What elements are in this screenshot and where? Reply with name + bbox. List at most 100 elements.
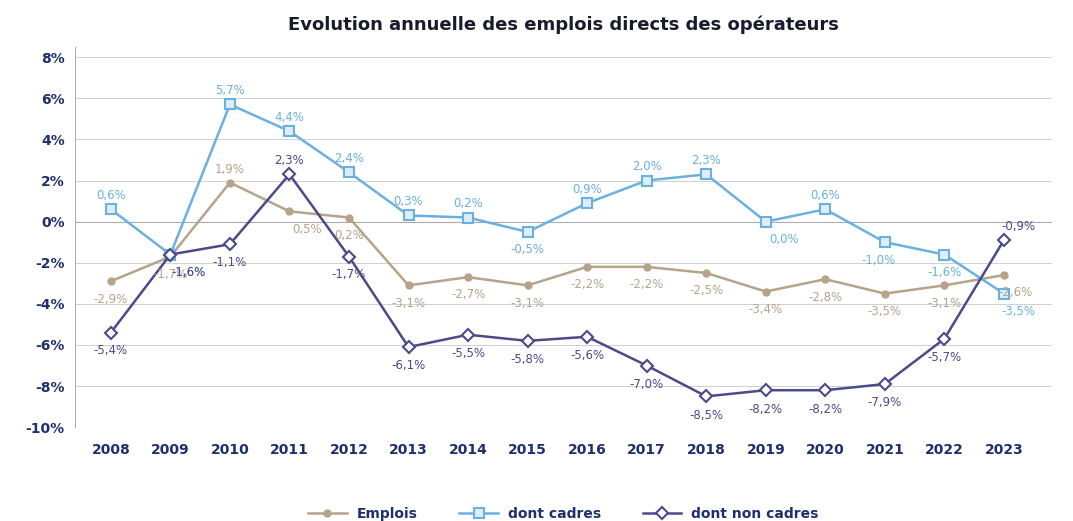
dont non cadres [521,338,534,344]
Text: -0,9%: -0,9% [1002,220,1035,233]
Emplois [700,270,712,276]
Text: -2,2%: -2,2% [630,278,664,291]
Text: -1,6%: -1,6% [171,266,205,279]
Text: 0,2%: 0,2% [334,229,364,242]
Text: -5,7%: -5,7% [927,351,961,364]
Emplois [521,282,534,289]
Line: Emplois: Emplois [107,179,1008,297]
dont non cadres [700,393,712,400]
Text: 2,0%: 2,0% [632,160,662,173]
dont non cadres [342,253,355,259]
Emplois [938,282,951,289]
Text: -2,9%: -2,9% [93,293,128,305]
Emplois [580,264,593,270]
Text: -2,7%: -2,7% [451,289,485,302]
Text: -3,5%: -3,5% [868,305,901,318]
Text: 1,9%: 1,9% [215,164,245,177]
dont cadres [283,128,296,134]
dont cadres [342,169,355,176]
Emplois [879,291,892,297]
Text: -1,0%: -1,0% [862,254,896,267]
Text: -2,6%: -2,6% [999,287,1033,300]
Text: -7,9%: -7,9% [868,396,902,410]
Text: 4,4%: 4,4% [275,111,305,124]
Text: -3,1%: -3,1% [392,296,426,309]
Text: -1,7%: -1,7% [153,268,188,281]
dont non cadres [104,329,117,336]
Emplois [223,179,236,185]
dont non cadres [223,241,236,247]
dont cadres [760,218,773,225]
Text: -0,5%: -0,5% [511,243,545,256]
Emplois [461,274,474,280]
dont non cadres [283,171,296,178]
dont non cadres [938,336,951,342]
dont cadres [700,171,712,178]
dont non cadres [760,387,773,393]
Text: -6,1%: -6,1% [392,359,426,373]
dont non cadres [998,237,1011,243]
Emplois [164,253,177,259]
Text: -8,2%: -8,2% [749,403,783,416]
Text: -8,5%: -8,5% [689,408,723,421]
Text: 0,6%: 0,6% [810,189,840,202]
Text: -2,5%: -2,5% [689,284,723,297]
Text: -3,1%: -3,1% [927,296,961,309]
Legend: Emplois, dont cadres, dont non cadres: Emplois, dont cadres, dont non cadres [303,502,824,521]
Text: -5,5%: -5,5% [451,347,485,360]
Text: -2,8%: -2,8% [808,291,842,304]
Text: -7,0%: -7,0% [630,378,664,391]
dont non cadres [461,331,474,338]
Text: -5,6%: -5,6% [570,349,604,362]
dont non cadres [580,333,593,340]
Emplois [998,272,1011,278]
Text: -1,6%: -1,6% [927,266,961,279]
Text: 0,5%: 0,5% [293,222,322,235]
Emplois [283,208,296,215]
dont non cadres [164,252,177,258]
Emplois [104,278,117,284]
Text: 0,0%: 0,0% [769,233,798,246]
Text: -1,7%: -1,7% [332,268,366,281]
dont cadres [104,206,117,213]
Text: -2,2%: -2,2% [570,278,604,291]
dont cadres [879,239,892,245]
Text: -3,4%: -3,4% [749,303,783,316]
dont cadres [461,215,474,221]
Text: -1,1%: -1,1% [212,256,247,268]
Text: -3,1%: -3,1% [511,296,545,309]
Text: -8,2%: -8,2% [808,403,842,416]
Line: dont non cadres: dont non cadres [106,170,1008,401]
Text: -5,4%: -5,4% [93,344,128,357]
dont non cadres [402,344,415,350]
Emplois [819,276,832,282]
Emplois [641,264,653,270]
dont cadres [223,101,236,107]
Text: -3,5%: -3,5% [1002,305,1035,318]
dont non cadres [879,381,892,387]
dont non cadres [819,387,832,393]
Text: 2,3%: 2,3% [691,154,721,167]
dont cadres [521,229,534,235]
Text: 0,3%: 0,3% [394,195,424,208]
dont cadres [580,200,593,206]
Text: 2,4%: 2,4% [334,152,364,165]
Text: -1,6%: -1,6% [171,266,205,279]
dont cadres [938,252,951,258]
dont cadres [402,213,415,219]
dont cadres [641,177,653,183]
Text: 5,7%: 5,7% [215,84,245,97]
Text: 0,9%: 0,9% [572,183,602,196]
dont cadres [998,291,1011,297]
Text: 0,2%: 0,2% [453,197,483,210]
Line: dont cadres: dont cadres [106,100,1009,299]
dont cadres [819,206,832,213]
dont cadres [164,252,177,258]
dont non cadres [641,363,653,369]
Emplois [402,282,415,289]
Text: 0,6%: 0,6% [95,189,126,202]
Text: -5,8%: -5,8% [511,353,545,366]
Emplois [342,215,355,221]
Text: 2,3%: 2,3% [275,154,305,167]
Title: Evolution annuelle des emplois directs des opérateurs: Evolution annuelle des emplois directs d… [288,16,839,34]
